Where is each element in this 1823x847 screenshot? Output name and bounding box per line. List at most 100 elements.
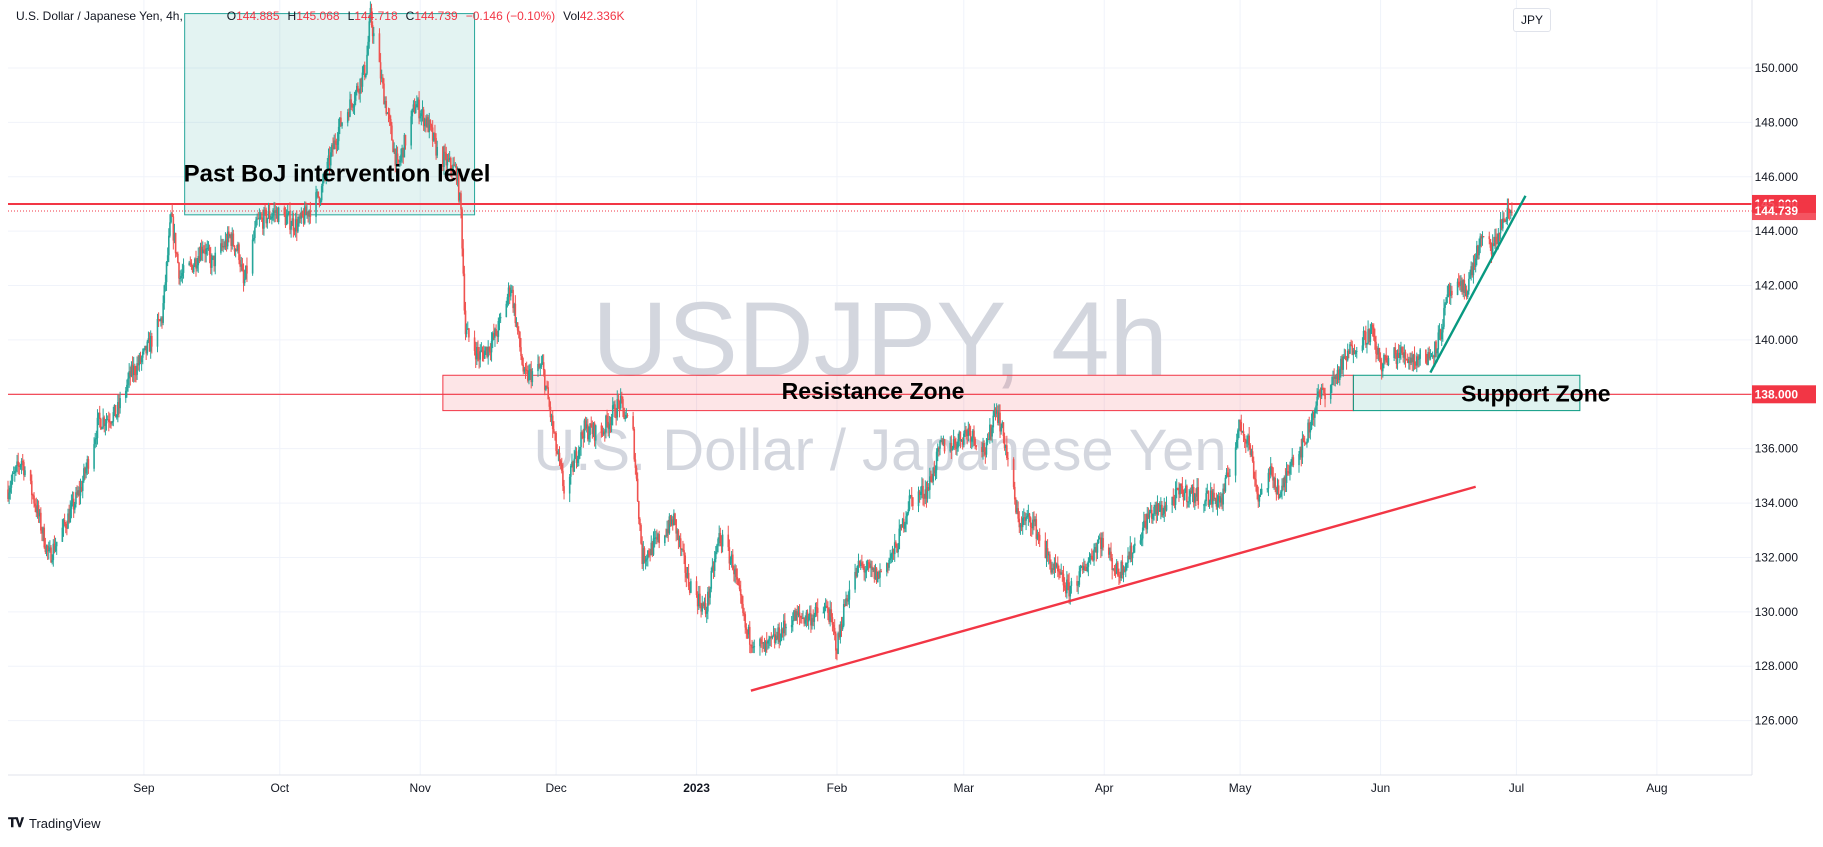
candle-body [647,550,649,559]
candle-body [277,207,280,222]
candle-body [1196,487,1198,497]
candle-body [1292,457,1295,466]
candle-body [524,368,527,371]
candle-body [951,447,954,451]
candle-body [201,249,204,254]
candle-body [294,219,297,232]
candle-body [1490,247,1493,255]
candle-body [1299,447,1301,455]
candle-body [197,256,200,266]
candle-body [763,642,766,652]
candle-body [1229,475,1231,477]
candle-body [265,209,268,224]
candle-body [513,303,516,309]
candle-body [1481,236,1484,239]
candle-body [1496,242,1498,244]
candle-body [1503,218,1505,220]
branding-footer[interactable]: 𝐓𝐕 TradingView [8,815,101,831]
candle-body [317,191,320,197]
candle-body [1491,243,1494,255]
candle-body [802,617,804,619]
candle-body [736,577,739,580]
volume-key: Vol [563,9,580,23]
candle-body [307,211,309,217]
candle-body [696,595,699,607]
candle-body [72,498,75,510]
candle-body [1189,490,1192,497]
candle-body [17,461,19,466]
candle-body [1150,509,1153,519]
candle-body [1007,457,1009,460]
resistance-zone [442,374,1354,412]
candle-body [995,411,998,414]
candle-body [905,516,907,525]
candle-body [192,266,195,273]
candle-body [673,513,675,526]
candle-body [1317,391,1320,397]
candle-body [238,244,240,261]
candle-body [67,513,69,529]
candle-body [887,563,889,568]
candle-body [288,211,290,214]
candle-body [178,262,180,279]
symbol-label[interactable]: U.S. Dollar / Japanese Yen, 4h, [16,9,183,23]
candle-body [1495,236,1497,243]
candle-body [231,233,234,246]
candle-body [1383,354,1385,364]
candle-body [225,239,228,247]
candle-body [358,90,360,94]
candle-body [731,554,734,570]
candle-body [1342,356,1344,370]
candle-body [1157,503,1160,512]
candle-body [529,369,531,371]
candle-body [867,562,870,564]
candle-body [709,588,711,598]
candle-body [1470,266,1472,276]
price-tick-label: 128.000 [1755,659,1799,673]
candle-body [1098,537,1101,540]
candle-body [130,364,133,377]
candle-body [827,607,829,613]
candle-body [1122,569,1125,575]
candle-body [825,605,828,608]
currency-button[interactable]: JPY [1513,8,1551,32]
support-138-price-label: 138.000 [1755,387,1799,401]
candle-body [212,255,214,258]
candle-body [570,465,572,477]
candle-body [760,639,762,643]
candle-body [74,504,76,510]
candle-body [1266,488,1269,490]
candle-body [11,473,14,482]
candle-body [624,418,626,420]
candle-body [1375,341,1377,354]
candle-body [949,442,952,452]
candle-body [632,416,634,430]
candle-body [221,243,223,248]
candle-body [258,217,261,219]
candle-body [70,502,73,509]
price-tick-label: 136.000 [1755,442,1799,456]
candle-body [972,430,974,439]
candle-body [414,107,417,114]
candle-body [1256,485,1258,494]
candle-body [1053,562,1056,570]
candle-body [540,364,543,367]
candle-body [735,568,737,578]
low-value: 144.718 [354,9,398,23]
candle-body [1149,509,1152,512]
candle-body [581,432,583,436]
candle-body [1156,503,1159,515]
candle-body [1331,383,1333,386]
candle-body [1401,347,1403,353]
candle-body [396,153,399,161]
candle-body [195,258,197,269]
candle-body [1320,387,1323,397]
candle-body [907,509,910,514]
candle-body [703,603,706,606]
candle-body [1251,451,1254,462]
candle-body [495,329,497,336]
candle-body [619,395,622,409]
candle-body [266,218,269,224]
